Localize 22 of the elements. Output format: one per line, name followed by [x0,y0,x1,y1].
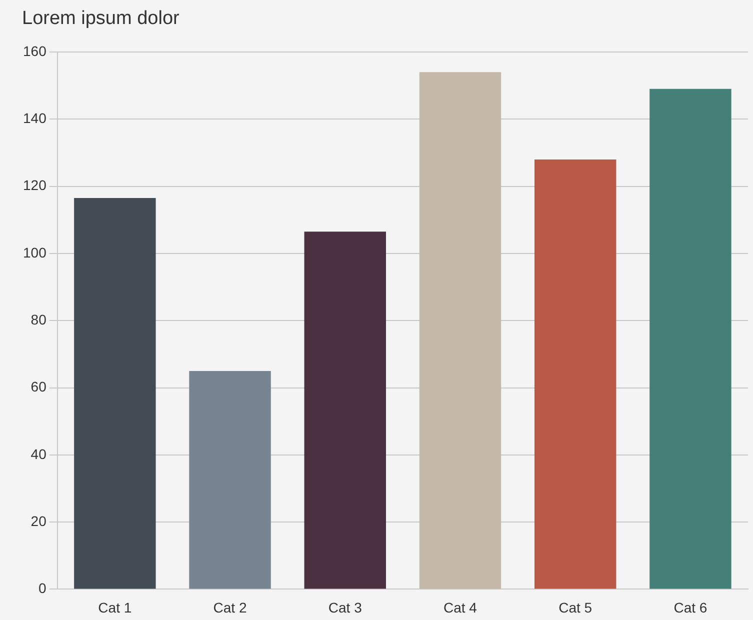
y-tick-label: 140 [23,110,47,126]
bar [304,232,386,589]
y-tick-label: 80 [30,311,47,328]
x-tick-label: Cat 5 [558,599,592,616]
x-tick-label: Cat 4 [444,599,478,616]
y-tick-label: 60 [30,378,47,395]
x-tick-label: Cat 1 [98,599,132,616]
chart-title: Lorem ipsum dolor [22,8,180,30]
x-tick-label: Cat 2 [213,599,247,616]
y-tick-label: 100 [23,244,47,260]
x-tick-label: Cat 6 [674,599,708,616]
y-tick-label: 160 [23,42,47,59]
bar [419,72,502,589]
bar [650,88,732,589]
x-tick-label: Cat 3 [328,599,362,616]
bar [534,159,616,589]
y-tick-label: 40 [30,446,47,462]
y-tick-label: 20 [30,512,47,529]
bar [74,198,156,589]
bar [189,370,271,589]
y-tick-label: 0 [38,580,47,596]
y-tick-label: 120 [23,177,47,194]
